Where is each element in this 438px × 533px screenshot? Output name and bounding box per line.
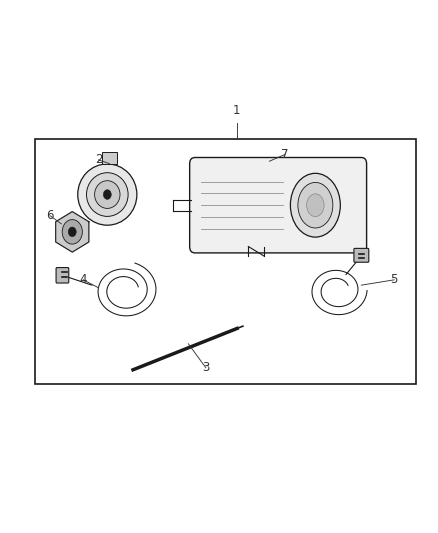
Text: 7: 7 [281, 148, 289, 161]
Text: 3: 3 [202, 361, 209, 374]
Bar [35, 139, 416, 384]
Text: 2: 2 [95, 154, 102, 166]
Ellipse shape [78, 164, 137, 225]
Ellipse shape [95, 181, 120, 208]
Text: 6: 6 [46, 209, 54, 222]
FancyBboxPatch shape [56, 268, 69, 283]
Ellipse shape [103, 190, 111, 199]
Ellipse shape [62, 220, 82, 244]
FancyBboxPatch shape [102, 152, 117, 164]
Ellipse shape [68, 227, 76, 237]
FancyBboxPatch shape [354, 248, 369, 262]
Ellipse shape [290, 173, 340, 237]
Ellipse shape [86, 173, 128, 216]
FancyBboxPatch shape [190, 158, 367, 253]
Text: 1: 1 [233, 104, 240, 117]
Text: 4: 4 [79, 273, 87, 286]
Text: 5: 5 [391, 273, 398, 286]
Ellipse shape [298, 182, 333, 228]
Polygon shape [56, 212, 89, 252]
Ellipse shape [307, 194, 324, 216]
